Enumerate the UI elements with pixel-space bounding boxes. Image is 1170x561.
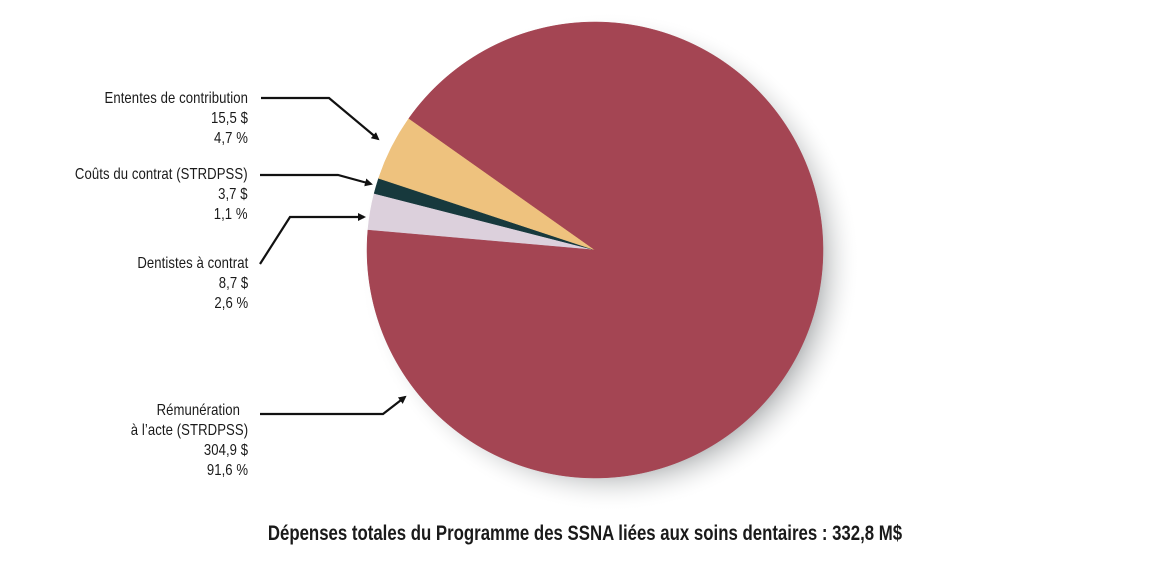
label-remuneration-pct: 91,6 % (206, 462, 248, 479)
pie-slices (366, 21, 824, 479)
label-dentistes-pct: 2,6 % (214, 295, 248, 312)
callout-arrow-couts (260, 173, 373, 187)
callout-arrow-remuneration (260, 395, 407, 416)
label-remuneration-value: 304,9 $ (203, 442, 248, 459)
label-remuneration-name-line2: à l’acte (STRDPSS) (130, 422, 248, 439)
label-ententes: Ententes de contribution 15,5 $ 4,7 % (105, 89, 248, 149)
callout-arrow-ententes (261, 96, 380, 141)
pie-slice (366, 21, 824, 479)
callout-arrow-dentistes (259, 213, 366, 265)
label-ententes-pct: 4,7 % (214, 130, 248, 147)
label-dentistes-value: 8,7 $ (218, 275, 248, 292)
label-remuneration-name-line1: Rémunération (156, 402, 240, 419)
label-ententes-name: Ententes de contribution (104, 90, 248, 107)
chart-title: Dépenses totales du Programme des SSNA l… (267, 522, 903, 545)
label-couts: Coûts du contrat (STRDPSS) 3,7 $ 1,1 % (75, 165, 248, 225)
label-couts-value: 3,7 $ (218, 186, 248, 203)
label-couts-pct: 1,1 % (214, 206, 248, 223)
label-dentistes-name: Dentistes à contrat (137, 255, 248, 272)
label-dentistes: Dentistes à contrat 8,7 $ 2,6 % (137, 254, 248, 314)
label-couts-name: Coûts du contrat (STRDPSS) (75, 166, 248, 183)
label-ententes-value: 15,5 $ (211, 110, 248, 127)
label-remuneration: Rémunération à l’acte (STRDPSS) 304,9 $ … (131, 401, 248, 481)
